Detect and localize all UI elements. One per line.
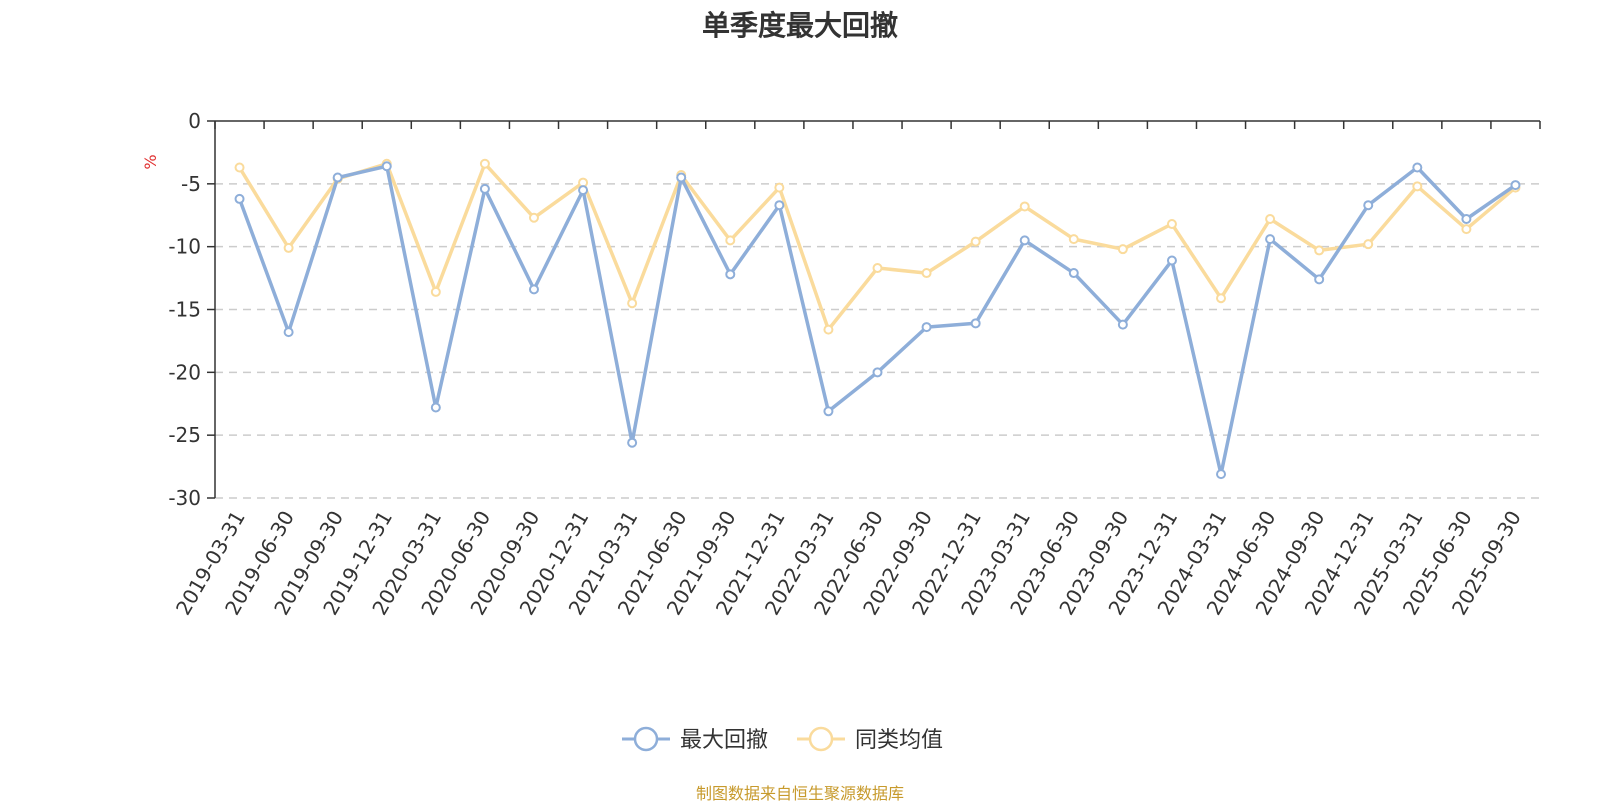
data-point[interactable] bbox=[234, 193, 245, 204]
y-tick-label: -30 bbox=[168, 486, 201, 510]
data-point[interactable] bbox=[283, 327, 294, 338]
data-point[interactable] bbox=[1412, 181, 1423, 192]
data-point[interactable] bbox=[381, 161, 392, 172]
y-tick-label: -10 bbox=[168, 235, 201, 259]
y-tick-label: 0 bbox=[188, 109, 201, 133]
legend-label: 最大回撤 bbox=[680, 728, 768, 753]
data-point[interactable] bbox=[1363, 200, 1374, 211]
data-point[interactable] bbox=[1461, 224, 1472, 235]
data-point[interactable] bbox=[1265, 214, 1276, 225]
data-point[interactable] bbox=[725, 269, 736, 280]
data-point[interactable] bbox=[1068, 234, 1079, 245]
data-point[interactable] bbox=[332, 172, 343, 183]
data-point[interactable] bbox=[970, 236, 981, 247]
legend-item-1[interactable]: 最大回撤 bbox=[622, 726, 768, 753]
axis-layer: 0-5-10-15-20-25-302019-03-312019-06-3020… bbox=[168, 109, 1541, 619]
y-tick-label: -5 bbox=[181, 172, 201, 196]
y-tick-label: -15 bbox=[168, 298, 201, 322]
data-point[interactable] bbox=[1363, 239, 1374, 250]
data-point[interactable] bbox=[1166, 255, 1177, 266]
series-line-1 bbox=[237, 164, 1517, 476]
y-axis-unit-label: % bbox=[141, 154, 160, 169]
data-point[interactable] bbox=[970, 318, 981, 329]
data-point[interactable] bbox=[1019, 235, 1030, 246]
data-point[interactable] bbox=[1216, 469, 1227, 480]
data-point[interactable] bbox=[676, 172, 687, 183]
source-note: 制图数据来自恒生聚源数据库 bbox=[695, 784, 904, 803]
data-point[interactable] bbox=[921, 322, 932, 333]
legend-label: 同类均值 bbox=[855, 728, 943, 753]
data-point[interactable] bbox=[1461, 214, 1472, 225]
legend-marker bbox=[808, 726, 834, 752]
data-point[interactable] bbox=[578, 185, 589, 196]
data-point[interactable] bbox=[1314, 274, 1325, 285]
data-point[interactable] bbox=[774, 182, 785, 193]
y-tick-label: -20 bbox=[168, 360, 201, 384]
data-point[interactable] bbox=[1019, 201, 1030, 212]
legend[interactable]: 最大回撤 同类均值 bbox=[622, 726, 943, 753]
data-point[interactable] bbox=[872, 263, 883, 274]
data-point[interactable] bbox=[823, 406, 834, 417]
y-tick-label: -25 bbox=[168, 423, 201, 447]
data-point[interactable] bbox=[430, 402, 441, 413]
data-point[interactable] bbox=[1068, 268, 1079, 279]
data-point[interactable] bbox=[872, 367, 883, 378]
data-point[interactable] bbox=[774, 200, 785, 211]
data-point[interactable] bbox=[1510, 180, 1521, 191]
data-point[interactable] bbox=[1265, 234, 1276, 245]
data-point[interactable] bbox=[479, 158, 490, 169]
legend-marker bbox=[633, 726, 659, 752]
data-point[interactable] bbox=[725, 235, 736, 246]
data-point[interactable] bbox=[1412, 162, 1423, 173]
legend-item-2[interactable]: 同类均值 bbox=[797, 726, 943, 753]
chart-title: 单季度最大回撤 bbox=[701, 9, 898, 42]
data-point[interactable] bbox=[1117, 244, 1128, 255]
data-point[interactable] bbox=[479, 183, 490, 194]
data-point[interactable] bbox=[1216, 293, 1227, 304]
data-point[interactable] bbox=[1117, 319, 1128, 330]
data-point[interactable] bbox=[627, 298, 638, 309]
data-point[interactable] bbox=[1166, 219, 1177, 230]
data-point[interactable] bbox=[234, 162, 245, 173]
data-point[interactable] bbox=[1314, 245, 1325, 256]
data-point[interactable] bbox=[627, 437, 638, 448]
data-point[interactable] bbox=[823, 324, 834, 335]
data-point[interactable] bbox=[430, 286, 441, 297]
data-point[interactable] bbox=[528, 212, 539, 223]
data-point[interactable] bbox=[283, 242, 294, 253]
data-point[interactable] bbox=[921, 268, 932, 279]
series-layer bbox=[234, 158, 1521, 480]
data-point[interactable] bbox=[528, 284, 539, 295]
